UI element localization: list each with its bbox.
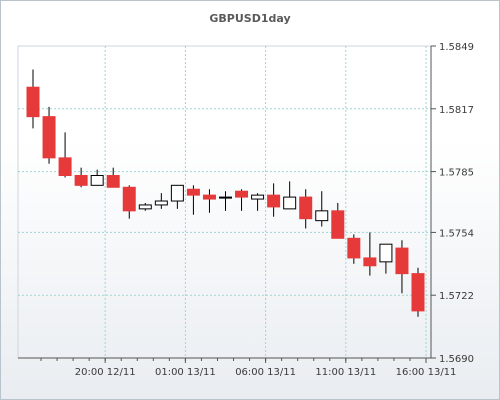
- candle: [26, 69, 40, 129]
- candle-body-bearish: [74, 175, 88, 186]
- candle-body-bearish: [395, 247, 409, 275]
- candle: [411, 267, 425, 317]
- candle: [395, 240, 409, 294]
- candle-body-bearish: [42, 116, 56, 159]
- candle: [58, 132, 72, 178]
- candle-body-bullish: [154, 200, 168, 206]
- candle-body-bearish: [26, 86, 40, 118]
- x-tick-label: 01:00 13/11: [155, 367, 216, 378]
- candle-body-bearish: [202, 194, 216, 200]
- plot-area: [17, 45, 432, 359]
- x-tick-label: 20:00 12/11: [75, 367, 136, 378]
- candle-body-bullish: [138, 204, 152, 210]
- candle: [347, 234, 361, 264]
- candle: [219, 191, 232, 211]
- candle-body-bearish: [186, 188, 200, 196]
- candle-body-bearish: [331, 210, 345, 239]
- candle-body-bearish: [411, 273, 425, 312]
- candle-body-bearish: [299, 196, 313, 220]
- candles: [26, 69, 425, 317]
- candle: [138, 202, 152, 211]
- x-axis: 20:00 12/11 01:00 13/11 06:00 13/11 11:00 1…: [18, 357, 457, 378]
- y-tick-label: 1.5849: [439, 42, 474, 53]
- y-axis: 1.5849 1.5817 1.5785 1.5754 1.5722 1.5690: [430, 42, 474, 365]
- candle: [299, 189, 313, 229]
- y-tick-label: 1.5690: [439, 354, 474, 365]
- y-tick-label: 1.5754: [439, 228, 474, 239]
- candle: [74, 167, 88, 188]
- candle-body-bullish: [219, 196, 232, 199]
- candle-body-bullish: [251, 194, 265, 200]
- candle-body-bearish: [122, 186, 136, 212]
- candle: [283, 181, 297, 210]
- candle-body-bearish: [58, 157, 72, 177]
- x-tick-label: 16:00 13/11: [396, 367, 457, 378]
- candle-body-bullish: [315, 210, 329, 222]
- candle: [363, 232, 377, 276]
- grid-lines: [18, 46, 431, 358]
- candle: [202, 189, 216, 213]
- chart-title: GBPUSD1day: [209, 12, 290, 25]
- candle-body-bearish: [106, 175, 120, 188]
- candle: [379, 243, 393, 274]
- y-tick-label: 1.5785: [439, 168, 474, 179]
- candle-body-bearish: [267, 194, 281, 208]
- candle: [42, 106, 56, 164]
- candle: [267, 183, 281, 217]
- y-tick-label: 1.5722: [439, 291, 474, 302]
- candle: [106, 167, 120, 188]
- candle: [154, 193, 168, 209]
- y-tick-label: 1.5817: [439, 105, 474, 116]
- candle: [170, 184, 184, 209]
- candle: [122, 185, 136, 219]
- candle-body-bullish: [170, 184, 184, 202]
- candle: [315, 191, 329, 227]
- candle: [235, 189, 249, 211]
- candle-body-bullish: [379, 243, 393, 263]
- candle: [90, 169, 104, 186]
- candle-body-bullish: [90, 175, 104, 186]
- candle-body-bullish: [283, 196, 297, 210]
- candle: [331, 202, 345, 239]
- candle-body-bearish: [235, 190, 249, 198]
- x-tick-label: 06:00 13/11: [235, 367, 296, 378]
- candle-body-bearish: [347, 237, 361, 259]
- candle: [251, 193, 265, 211]
- candle: [186, 185, 200, 215]
- x-tick-label: 11:00 13/11: [315, 367, 376, 378]
- candle-body-bearish: [363, 257, 377, 267]
